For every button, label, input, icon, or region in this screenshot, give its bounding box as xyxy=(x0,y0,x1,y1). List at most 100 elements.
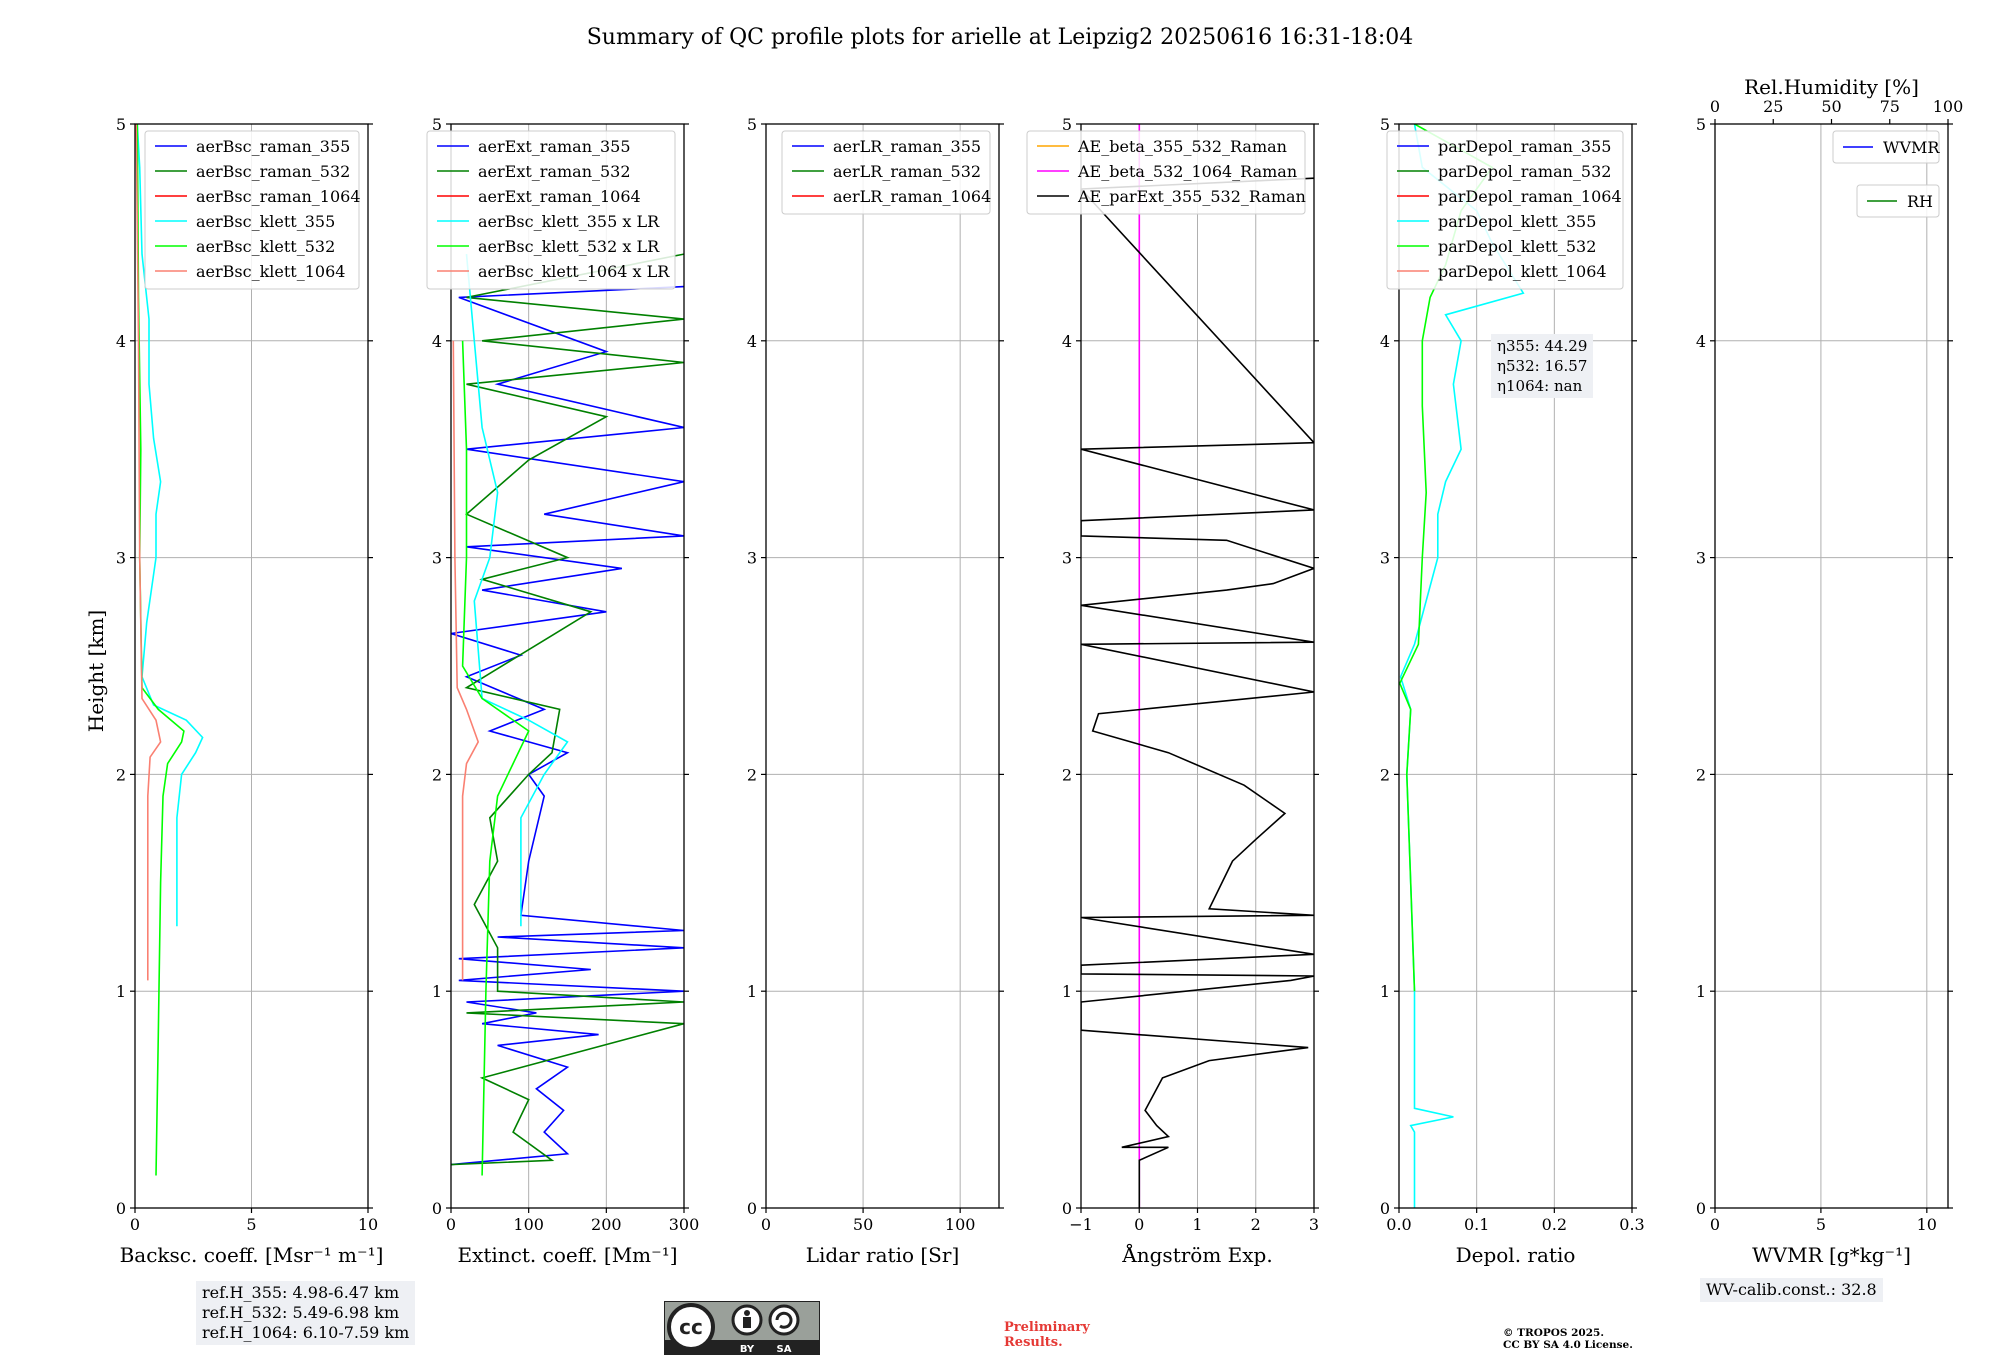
y-tick-label: 4 xyxy=(116,332,126,351)
eta-355-text: η355: 44.29 xyxy=(1497,337,1588,355)
legend-entry: parDepol_raman_532 xyxy=(1438,162,1611,181)
x-axis-label: Lidar ratio [Sr] xyxy=(806,1243,960,1267)
y-tick-label: 4 xyxy=(747,332,757,351)
y-tick-label: 0 xyxy=(1380,1199,1390,1218)
x2-tick-label: 50 xyxy=(1821,97,1841,116)
plot-frame xyxy=(1080,123,1315,1209)
y-axis-label: Height [km] xyxy=(84,610,108,732)
wv-calib-box: WV-calib.const.: 32.8 xyxy=(1700,1278,1883,1302)
legend-frame xyxy=(781,130,991,215)
preliminary-note: Preliminary Results. xyxy=(1004,1320,1090,1350)
legend-entry: parDepol_klett_532 xyxy=(1438,237,1596,256)
y-tick-label: 1 xyxy=(1696,982,1706,1001)
legend: parDepol_raman_355 parDepol_raman_532 parD… xyxy=(1386,130,1624,290)
y-tick-label: 2 xyxy=(116,765,126,784)
x-tick-label: 5 xyxy=(246,1215,256,1234)
legend-frame xyxy=(1026,130,1306,215)
y-tick-label: 5 xyxy=(1380,115,1390,134)
cc-by-sa-license-icon: cc BY SA xyxy=(664,1301,820,1355)
series-line-aerbsc-klett-1064-x-lr xyxy=(452,340,480,981)
x-tick-label: 10 xyxy=(1917,1215,1937,1234)
plot-frame xyxy=(765,123,1000,1209)
legend: aerLR_raman_355 aerLR_raman_532 aerLR_rama… xyxy=(781,130,991,215)
x-axis-label: Backsc. coeff. [Msr⁻¹ m⁻¹] xyxy=(120,1243,384,1267)
legend-entry: AE_parExt_355_532_Raman xyxy=(1077,187,1306,206)
y-tick-label: 5 xyxy=(1696,115,1706,134)
y-tick-label: 3 xyxy=(1696,549,1706,568)
series-line-aerbsc-klett-355 xyxy=(136,124,204,927)
x2-tick-label: 25 xyxy=(1763,97,1783,116)
x2-tick-label: 100 xyxy=(1933,97,1964,116)
legend-entry: aerExt_raman_532 xyxy=(478,162,631,181)
refh-532-text: ref.H_532: 5.49-6.98 km xyxy=(202,1303,400,1322)
y-tick-label: 2 xyxy=(1062,765,1072,784)
y-tick-label: 3 xyxy=(1062,549,1072,568)
legend-entry: AE_beta_355_532_Raman xyxy=(1077,137,1287,156)
y-tick-label: 1 xyxy=(1062,982,1072,1001)
preliminary-line-2: Results. xyxy=(1004,1335,1063,1350)
x-axis-label: Depol. ratio xyxy=(1456,1243,1576,1267)
copyright-line-1: © TROPOS 2025. xyxy=(1503,1327,1605,1339)
legend-frame xyxy=(426,130,676,290)
legend-entry: aerBsc_klett_1064 x LR xyxy=(478,262,670,281)
legend-rh: RH xyxy=(1856,184,1940,218)
subplot-5: 0.0 0.1 0.2 0.3 0 1 2 3 4 5 Depol. ratio parDepol_r… xyxy=(1380,115,1645,1267)
legend-entry: parDepol_raman_1064 xyxy=(1438,187,1622,206)
figure-title: Summary of QC profile plots for arielle … xyxy=(587,25,1414,50)
wv-calib-text: WV-calib.const.: 32.8 xyxy=(1706,1280,1877,1299)
subplot-3: 0 50 100 0 1 2 3 4 5 Lidar ratio [Sr] aerLR_raman_… xyxy=(747,115,1004,1267)
series-line-aerext-raman-532 xyxy=(451,253,684,1166)
legend-entry: aerBsc_klett_532 x LR xyxy=(478,237,660,256)
y-tick-label: 0 xyxy=(1062,1199,1072,1218)
copyright-line-2: CC BY SA 4.0 License. xyxy=(1503,1339,1633,1351)
legend-entry: AE_beta_532_1064_Raman xyxy=(1077,162,1297,181)
y-tick-label: 2 xyxy=(747,765,757,784)
eta-532-text: η532: 16.57 xyxy=(1497,357,1588,375)
subplot-2: 0 100 200 300 0 1 2 3 4 5 Extinct. coeff. [Mm⁻¹] ae… xyxy=(426,115,699,1267)
y-tick-label: 0 xyxy=(432,1199,442,1218)
x-tick-label: 0.1 xyxy=(1464,1215,1489,1234)
x2-tick-label: 75 xyxy=(1880,97,1900,116)
x-tick-label: −1 xyxy=(1069,1215,1093,1234)
y-tick-label: 3 xyxy=(747,549,757,568)
x-tick-label: 2 xyxy=(1251,1215,1261,1234)
legend: AE_beta_355_532_Raman AE_beta_532_1064_Ra… xyxy=(1026,130,1306,215)
y-tick-label: 5 xyxy=(116,115,126,134)
eta-box: η355: 44.29 η532: 16.57 η1064: nan xyxy=(1491,334,1594,398)
plot-frame xyxy=(1714,123,1949,1209)
x-tick-label: 0 xyxy=(761,1215,771,1234)
y-tick-label: 1 xyxy=(1380,982,1390,1001)
preliminary-line-1: Preliminary xyxy=(1004,1320,1090,1335)
series-line-aerext-raman-355 xyxy=(451,285,684,1166)
legend-entry: parDepol_klett_1064 xyxy=(1438,262,1607,281)
copyright-note: © TROPOS 2025. CC BY SA 4.0 License. xyxy=(1503,1327,1633,1351)
x-tick-label: 0 xyxy=(1134,1215,1144,1234)
series-line-aerbsc-klett-355-x-lr xyxy=(465,254,569,927)
y-tick-label: 3 xyxy=(116,549,126,568)
y-tick-label: 0 xyxy=(1696,1199,1706,1218)
y-tick-label: 2 xyxy=(1380,765,1390,784)
y-tick-label: 0 xyxy=(116,1199,126,1218)
y-tick-label: 5 xyxy=(1062,115,1072,134)
legend-frame xyxy=(144,130,360,290)
legend-entry: aerBsc_raman_532 xyxy=(196,162,350,181)
x2-tick-label: 0 xyxy=(1710,97,1720,116)
legend-entry: aerBsc_klett_532 xyxy=(196,237,335,256)
y-tick-label: 5 xyxy=(747,115,757,134)
y-tick-label: 1 xyxy=(747,982,757,1001)
y-tick-label: 2 xyxy=(432,765,442,784)
legend-frame xyxy=(1856,184,1940,218)
reference-height-box: ref.H_355: 4.98-6.47 km ref.H_532: 5.49-… xyxy=(196,1281,416,1345)
x-tick-label: 1 xyxy=(1192,1215,1202,1234)
legend-entry: parDepol_raman_355 xyxy=(1438,137,1611,156)
legend-entry: aerLR_raman_1064 xyxy=(833,187,991,206)
x-tick-label: 3 xyxy=(1309,1215,1319,1234)
x-tick-label: 0 xyxy=(446,1215,456,1234)
y-tick-label: 4 xyxy=(1380,332,1390,351)
plot-frame xyxy=(450,123,685,1209)
x-axis-label: WVMR [g*kg⁻¹] xyxy=(1752,1243,1911,1267)
